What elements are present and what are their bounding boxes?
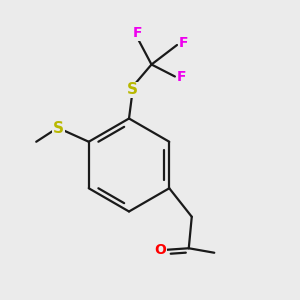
- Text: F: F: [133, 26, 143, 40]
- Text: O: O: [154, 243, 166, 257]
- Text: S: S: [127, 82, 137, 98]
- Text: F: F: [177, 70, 186, 83]
- Text: S: S: [53, 121, 64, 136]
- Text: F: F: [179, 36, 188, 50]
